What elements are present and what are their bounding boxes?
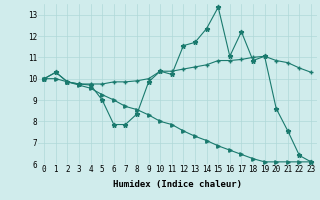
X-axis label: Humidex (Indice chaleur): Humidex (Indice chaleur): [113, 180, 242, 189]
